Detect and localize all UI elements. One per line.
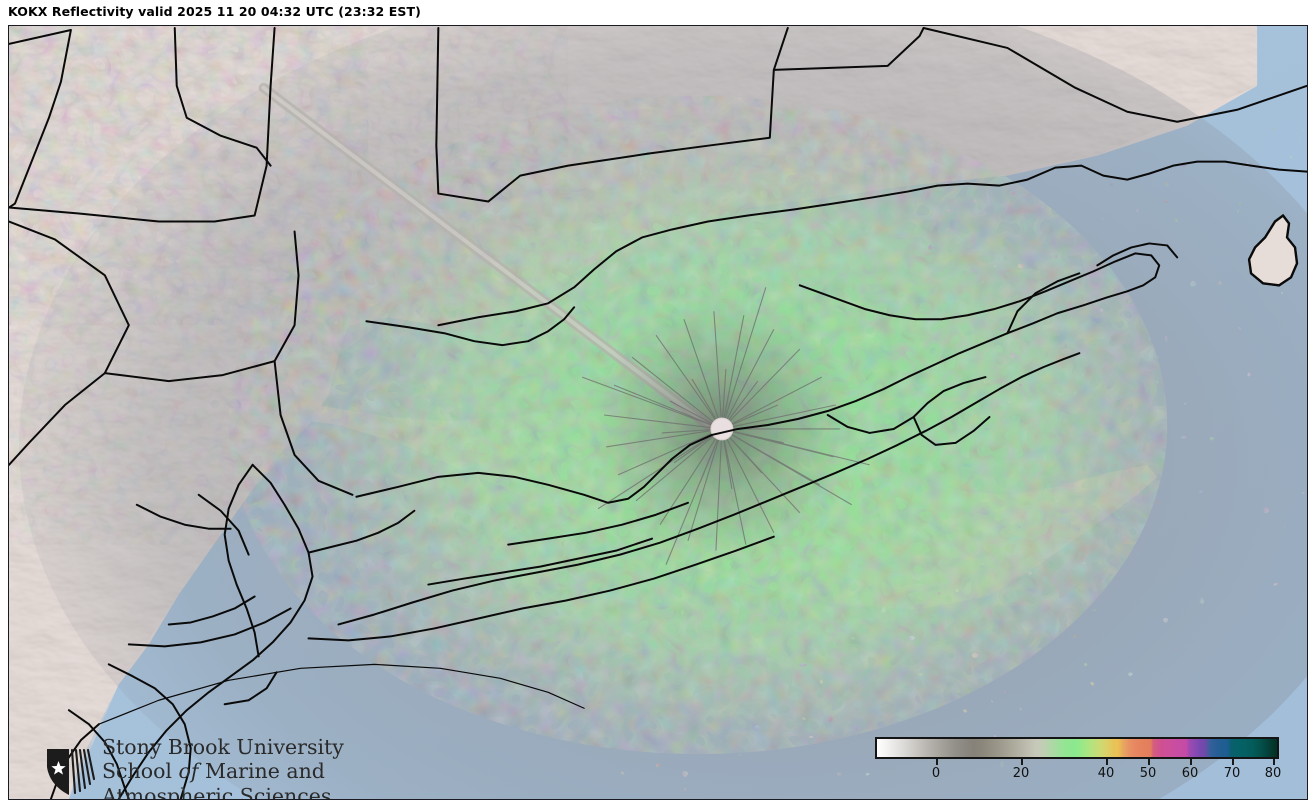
colorbar-label-60: 60 [1181,766,1199,781]
colorbar-tick-80 [1273,759,1275,765]
logo-line-1: Stony Brook University [102,735,344,760]
small-islands [1247,213,1299,287]
colorbar-tick-40 [1106,759,1108,765]
radar-site-marker [710,417,734,441]
colorbar-label-70: 70 [1223,766,1241,781]
logo-line-2-b: Marine and [198,759,325,784]
colorbar-label-40: 40 [1097,766,1115,781]
logo-line-2: School of Marine and [102,759,344,783]
logo-line-2-italic: of [178,759,199,784]
colorbar-label-50: 50 [1139,766,1157,781]
radar-map[interactable]: 0 20 40 50 60 70 80 Stony Br [8,25,1308,800]
colorbar-label-80: 80 [1264,766,1282,781]
page-title: KOKX Reflectivity valid 2025 11 20 04:32… [8,4,421,19]
stony-brook-logo: Stony Brook University School of Marine … [43,724,344,799]
colorbar-label-20: 20 [1012,766,1030,781]
boundaries-layer [9,26,1307,799]
colorbar-tick-60 [1190,759,1192,765]
radar-clutter-spokes [581,287,870,565]
logo-line-3: Atmospheric Sciences [102,783,332,800]
echo-speckle-fringe [568,115,1307,799]
colorbar-tick-70 [1232,759,1234,765]
colorbar-tick-50 [1148,759,1150,765]
colorbar-tick-0 [936,759,938,765]
logo-line-2-a: School [102,759,179,784]
colorbar-label-0: 0 [931,766,941,781]
reflectivity-colorbar: 0 20 40 50 60 70 80 [875,737,1282,793]
radar-map-canvas [9,26,1307,799]
logo-wordmark: Stony Brook University School of Marine … [102,735,344,800]
colorbar-gradient [875,737,1279,759]
shield-star-icon [47,748,95,795]
colorbar-tick-20 [1021,759,1023,765]
